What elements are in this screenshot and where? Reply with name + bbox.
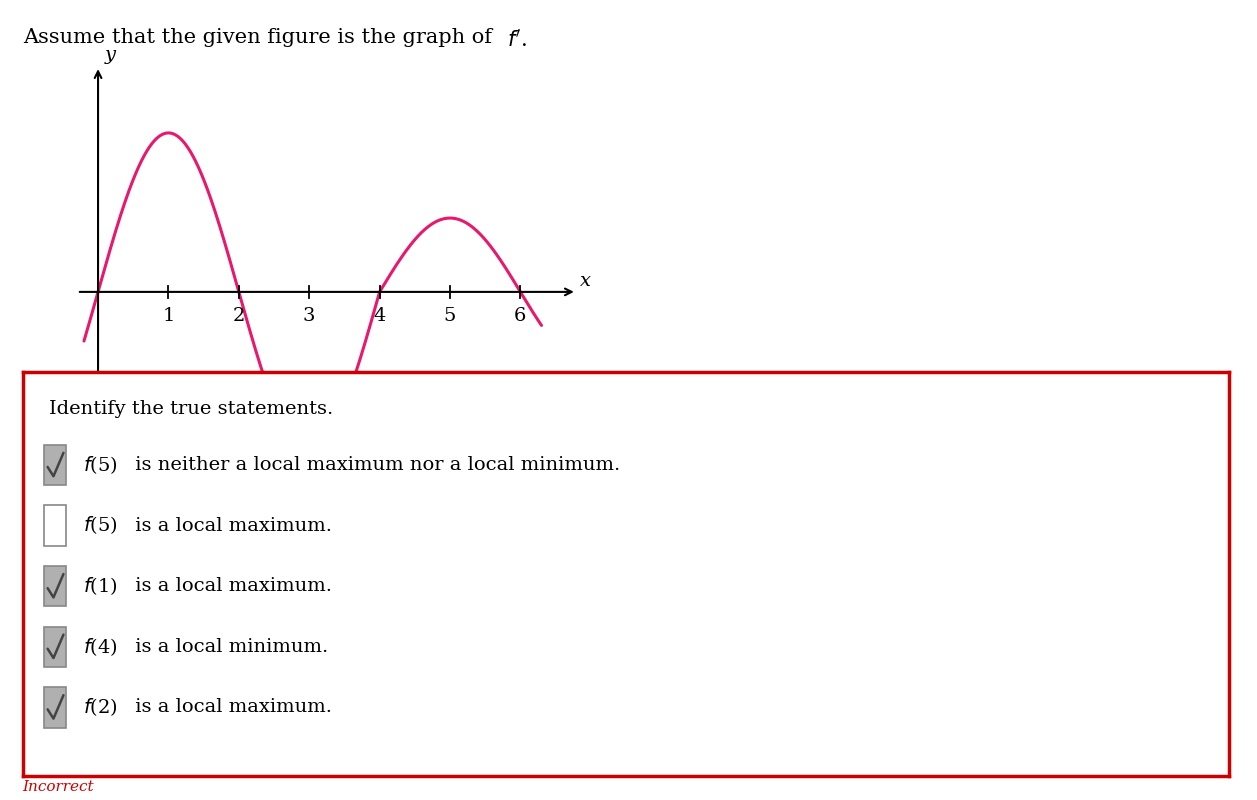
Text: 1: 1 — [162, 307, 175, 326]
Text: $f$(1): $f$(1) — [83, 575, 118, 597]
Text: 4: 4 — [373, 307, 386, 326]
FancyBboxPatch shape — [44, 687, 67, 727]
FancyBboxPatch shape — [44, 566, 67, 606]
Text: 2: 2 — [233, 307, 245, 326]
Text: is a local maximum.: is a local maximum. — [128, 698, 332, 716]
FancyBboxPatch shape — [44, 506, 67, 546]
Text: $f$(2): $f$(2) — [83, 696, 118, 718]
Text: is a local minimum.: is a local minimum. — [128, 638, 328, 656]
Text: is a local maximum.: is a local maximum. — [128, 577, 332, 595]
Text: Assume that the given figure is the graph of: Assume that the given figure is the grap… — [23, 28, 498, 47]
Text: Incorrect: Incorrect — [23, 780, 94, 794]
Text: is neither a local maximum nor a local minimum.: is neither a local maximum nor a local m… — [128, 456, 620, 474]
Text: $f$(4): $f$(4) — [83, 636, 118, 658]
Text: Identify the true statements.: Identify the true statements. — [49, 400, 333, 418]
Text: 3: 3 — [303, 307, 316, 326]
Text: $f'$.: $f'$. — [507, 28, 527, 50]
Text: y: y — [106, 46, 116, 64]
Text: 6: 6 — [514, 307, 527, 326]
Text: $f$(5): $f$(5) — [83, 454, 118, 476]
FancyBboxPatch shape — [44, 626, 67, 667]
Text: is a local maximum.: is a local maximum. — [128, 517, 332, 534]
FancyBboxPatch shape — [44, 445, 67, 485]
Text: x: x — [581, 272, 591, 290]
Text: $f$(5): $f$(5) — [83, 514, 118, 537]
Text: 5: 5 — [444, 307, 456, 326]
